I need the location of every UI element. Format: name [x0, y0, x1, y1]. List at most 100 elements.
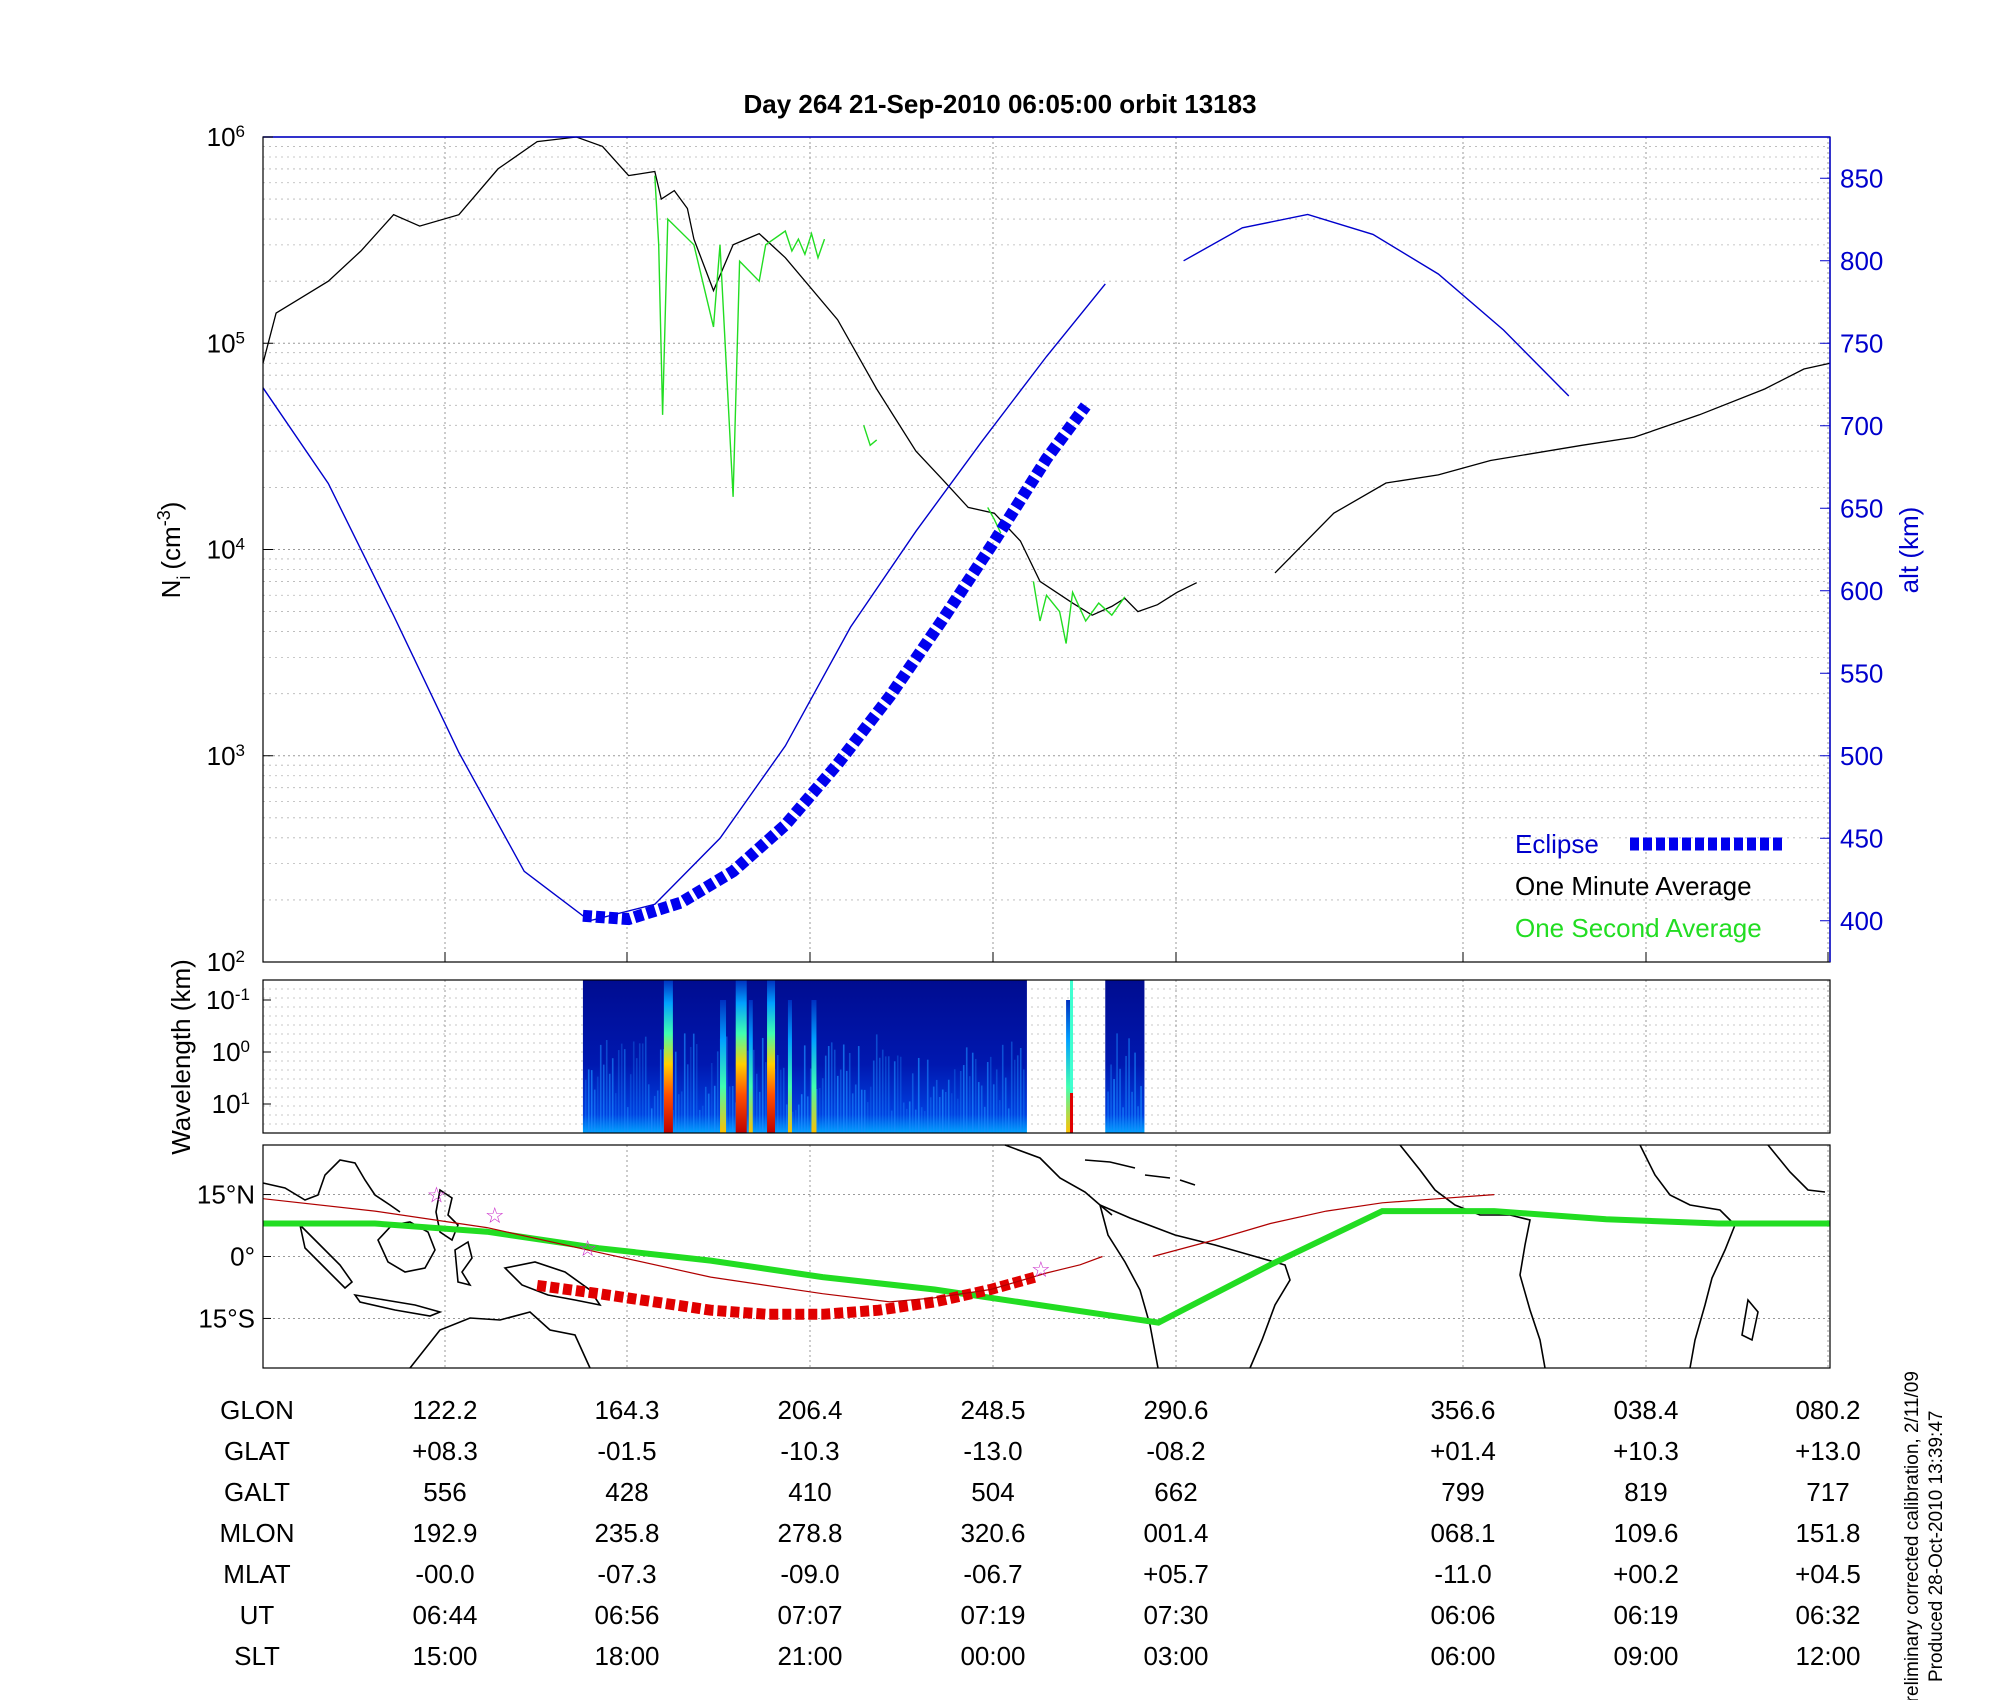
orbit-table-cell: 00:00	[960, 1641, 1025, 1671]
spectrogram-streak	[932, 1086, 935, 1133]
orbit-table-cell: +08.3	[412, 1436, 478, 1466]
spectrogram-streak	[887, 1056, 890, 1133]
spectrogram-streak	[701, 1105, 704, 1133]
spectrogram-streak	[938, 1097, 941, 1133]
spectrogram-streak	[683, 1033, 686, 1133]
spectrogram-streak	[911, 1073, 914, 1133]
density-y-tick-base: 10	[207, 535, 236, 565]
altitude-y-tick-label: 500	[1840, 741, 1883, 771]
map-y-tick-label: 15°S	[198, 1303, 255, 1333]
coastline-south-america	[1099, 1204, 1291, 1369]
spectrogram-streak	[782, 1067, 785, 1133]
orbit-row-label: MLON	[219, 1518, 294, 1548]
spectrogram-streak	[995, 1069, 998, 1133]
spectrogram-streak	[986, 1062, 989, 1133]
coastline-arabia	[1767, 1144, 1826, 1193]
orbit-table-cell: 07:19	[960, 1600, 1025, 1630]
spectrogram-streak	[794, 1110, 797, 1133]
altitude-y-tick-label: 650	[1840, 493, 1883, 523]
spectrogram-streak	[1107, 1091, 1109, 1133]
one-minute-average-line	[1274, 362, 1831, 574]
one-second-average-line	[863, 425, 878, 447]
orbit-table-cell: 06:06	[1430, 1600, 1495, 1630]
spectrogram-hot-band	[735, 980, 747, 1133]
spectrogram-streak	[1110, 1064, 1112, 1133]
spectrogram-streak	[851, 1093, 854, 1133]
spectrogram-streak	[716, 1051, 719, 1133]
spectrogram-streak	[602, 1064, 605, 1133]
coastline-sulawesi	[454, 1240, 473, 1287]
orbit-table-cell: 290.6	[1143, 1395, 1208, 1425]
coastline-australia	[409, 1311, 591, 1369]
altitude-axis-label: alt (km)	[1894, 507, 1924, 594]
orbit-table-cell: 07:07	[777, 1600, 842, 1630]
spectrogram-hot-band	[767, 980, 776, 1133]
orbit-table-cell: -11.0	[1434, 1559, 1491, 1589]
orbit-row-label: MLAT	[223, 1559, 291, 1589]
altitude-y-ticks: 400 450 500 550 600 650 700 750 800 850	[1820, 163, 1883, 936]
spectrogram-streak	[881, 1049, 884, 1133]
spectrogram-streak	[914, 1109, 917, 1133]
orbit-table-cell: 662	[1154, 1477, 1197, 1507]
spectrogram-streak	[653, 1095, 656, 1133]
spectrogram-streak	[830, 1042, 833, 1133]
spectrogram-streak	[1116, 1033, 1118, 1133]
spectrogram-streak	[944, 1091, 947, 1133]
spectrogram-warm-band	[748, 1000, 753, 1133]
spectrogram-streak	[629, 1074, 632, 1133]
density-plot	[262, 136, 1831, 926]
density-y-tick-base: 10	[207, 947, 236, 977]
orbit-table-cell: +04.5	[1795, 1559, 1861, 1589]
spectrogram-streak	[983, 1106, 986, 1133]
orbit-table-cell: 21:00	[777, 1641, 842, 1671]
spectrogram-streak	[1004, 1077, 1007, 1133]
spectrogram-streak	[638, 1043, 641, 1133]
spectrogram-warm-band	[811, 1000, 817, 1133]
produced-note: Produced 28-Oct-2010 13:39:47	[1926, 1411, 1947, 1682]
orbit-table-cell: 356.6	[1430, 1395, 1495, 1425]
orbit-table-cell: 206.4	[777, 1395, 842, 1425]
altitude-y-tick-label: 400	[1840, 906, 1883, 936]
spectrogram-streak	[800, 1094, 803, 1133]
orbit-table-cell: -00.0	[415, 1559, 474, 1589]
ground-track-panel: ☆ ☆ ☆ ☆ 15°N 0° 15°S	[197, 1144, 1831, 1369]
coastline-sumatra	[298, 1222, 354, 1290]
density-y-tick-base: 10	[207, 741, 236, 771]
spectrogram-streak	[626, 1107, 629, 1133]
spectrogram-streak	[836, 1075, 839, 1133]
spectrogram-streak	[710, 1062, 713, 1133]
altitude-y-tick-label: 600	[1840, 576, 1883, 606]
spectrogram-streak	[998, 1100, 1001, 1133]
orbit-table-cell: 06:44	[412, 1600, 477, 1630]
orbit-row-label: GALT	[224, 1477, 290, 1507]
density-y-tick-base: 10	[207, 122, 236, 152]
spectrogram-streak	[875, 1034, 878, 1133]
spectrogram-y-tick-base: 10	[206, 985, 235, 1015]
spectrogram-warm-band	[1066, 1000, 1071, 1133]
map-y-tick-label: 15°N	[197, 1180, 255, 1210]
orbit-table-cell: -07.3	[597, 1559, 656, 1589]
orbit-row-label: GLAT	[224, 1436, 290, 1466]
altitude-line	[262, 283, 1106, 922]
spectrogram-streak	[839, 1069, 842, 1133]
spectrogram-streak	[857, 1046, 860, 1133]
spectrogram-streak	[674, 1051, 677, 1133]
orbit-table-cell: -06.7	[963, 1559, 1022, 1589]
spectrogram-streak	[848, 1052, 851, 1133]
orbit-table-cell: 038.4	[1613, 1395, 1678, 1425]
orbit-table-cell: +01.4	[1430, 1436, 1496, 1466]
spectrogram-streak	[959, 1070, 962, 1133]
spectrogram-streak	[884, 1056, 887, 1133]
spectrogram-streak	[878, 1057, 881, 1133]
spectrogram-streak	[608, 1073, 611, 1133]
legend-one-minute-label: One Minute Average	[1515, 871, 1752, 901]
density-y-axis-label: Ni(cm-3)	[154, 502, 194, 599]
spectrogram-streak	[926, 1059, 929, 1133]
spectrogram-streak	[1010, 1041, 1013, 1133]
density-y-tick-exponent: 4	[236, 534, 245, 553]
spectrogram-streak	[611, 1058, 614, 1133]
spectrogram-streak	[827, 1045, 830, 1133]
spectrogram-streak	[779, 1069, 782, 1133]
orbit-table-cell: -10.3	[780, 1436, 839, 1466]
